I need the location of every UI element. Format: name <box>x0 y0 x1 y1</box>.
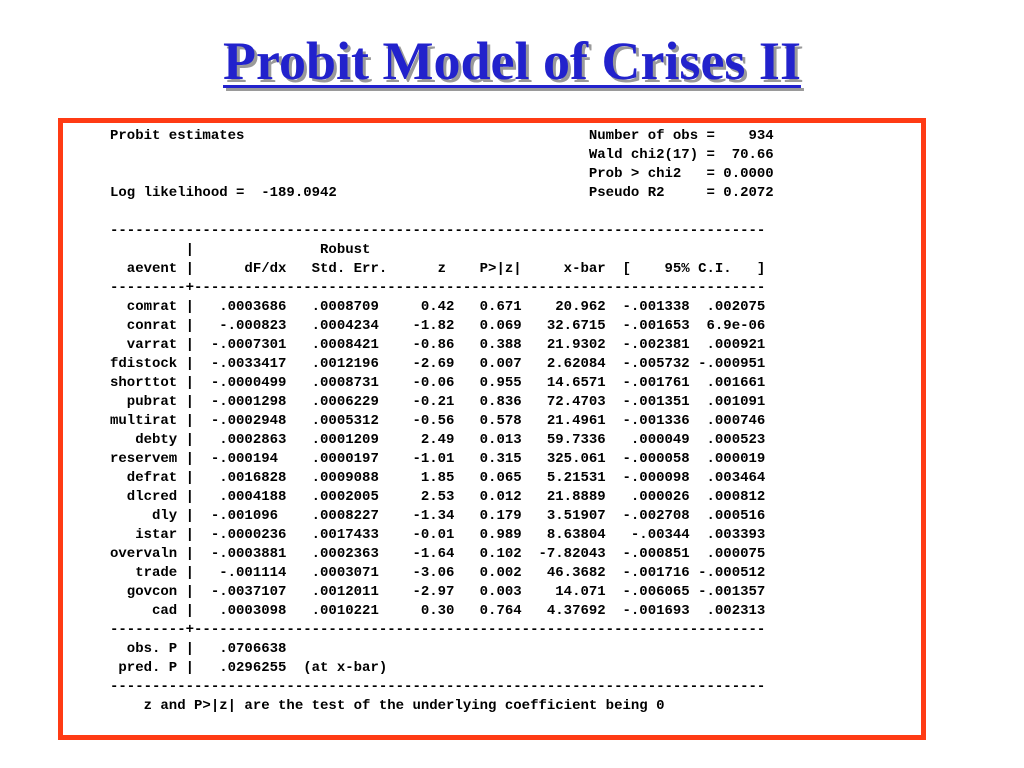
output-line: dly | -.001096 .0008227 -1.34 0.179 3.51… <box>110 508 766 524</box>
output-line: obs. P | .0706638 <box>110 641 287 657</box>
output-line: fdistock | -.0033417 .0012196 -2.69 0.00… <box>110 356 766 372</box>
output-line: cad | .0003098 .0010221 0.30 0.764 4.376… <box>110 603 766 619</box>
output-line: govcon | -.0037107 .0012011 -2.97 0.003 … <box>110 584 766 600</box>
output-line: Probit estimates Number of obs = 934 <box>110 128 774 144</box>
output-line: comrat | .0003686 .0008709 0.42 0.671 20… <box>110 299 766 315</box>
output-line: multirat | -.0002948 .0005312 -0.56 0.57… <box>110 413 766 429</box>
output-line: varrat | -.0007301 .0008421 -0.86 0.388 … <box>110 337 766 353</box>
output-line: trade | -.001114 .0003071 -3.06 0.002 46… <box>110 565 766 581</box>
output-line: aevent | dF/dx Std. Err. z P>|z| x-bar [… <box>110 261 766 277</box>
probit-output: Probit estimates Number of obs = 934 Wal… <box>110 127 774 716</box>
output-line: reservem | -.000194 .0000197 -1.01 0.315… <box>110 451 766 467</box>
output-line: dlcred | .0004188 .0002005 2.53 0.012 21… <box>110 489 766 505</box>
output-line: overvaln | -.0003881 .0002363 -1.64 0.10… <box>110 546 766 562</box>
output-line: defrat | .0016828 .0009088 1.85 0.065 5.… <box>110 470 766 486</box>
output-line: Wald chi2(17) = 70.66 <box>110 147 774 163</box>
output-line: Prob > chi2 = 0.0000 <box>110 166 774 182</box>
output-line: pubrat | -.0001298 .0006229 -0.21 0.836 … <box>110 394 766 410</box>
output-line: shorttot | -.0000499 .0008731 -0.06 0.95… <box>110 375 766 391</box>
output-line: | Robust <box>110 242 371 258</box>
slide-title: Probit Model of Crises II <box>223 31 801 91</box>
output-line: ----------------------------------------… <box>110 223 766 239</box>
output-line: conrat | -.000823 .0004234 -1.82 0.069 3… <box>110 318 766 334</box>
output-frame <box>58 118 926 740</box>
output-line: ----------------------------------------… <box>110 679 766 695</box>
output-line: Log likelihood = -189.0942 Pseudo R2 = 0… <box>110 185 774 201</box>
output-line: pred. P | .0296255 (at x-bar) <box>110 660 388 676</box>
output-line: z and P>|z| are the test of the underlyi… <box>110 698 665 714</box>
output-line <box>110 203 774 222</box>
output-line: debty | .0002863 .0001209 2.49 0.013 59.… <box>110 432 766 448</box>
output-line: ---------+------------------------------… <box>110 280 766 296</box>
output-line: ---------+------------------------------… <box>110 622 766 638</box>
output-line: istar | -.0000236 .0017433 -0.01 0.989 8… <box>110 527 766 543</box>
